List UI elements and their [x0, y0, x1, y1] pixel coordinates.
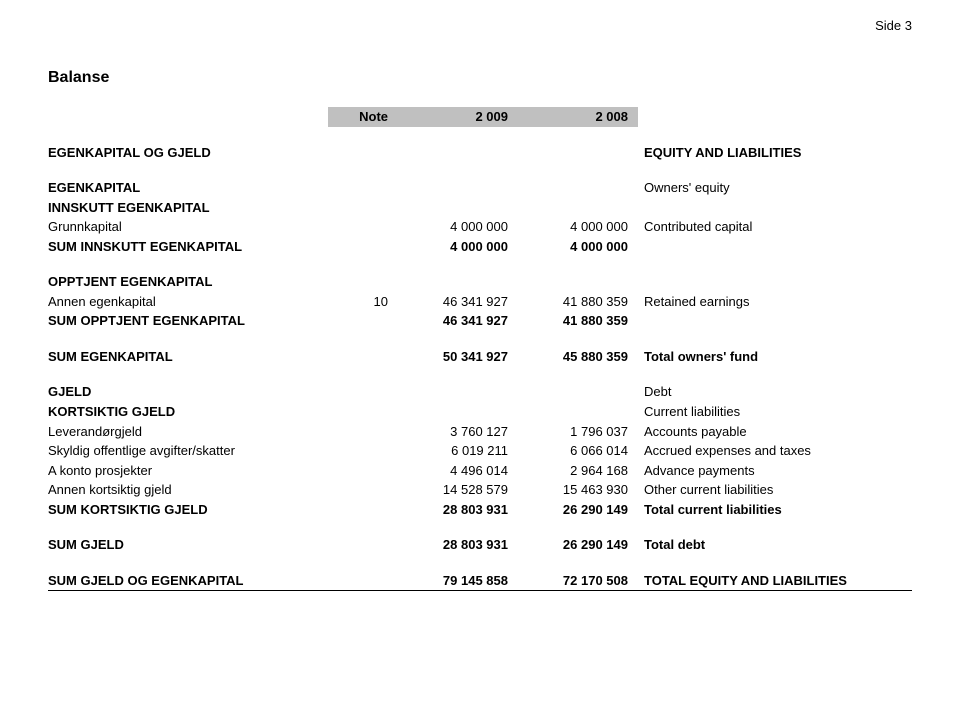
cell-label: KORTSIKTIG GJELD — [48, 402, 328, 422]
cell-label: INNSKUTT EGENKAPITAL — [48, 198, 328, 218]
row-opptjent-ek: OPPTJENT EGENKAPITAL — [48, 272, 912, 292]
row-innskutt-ek: INNSKUTT EGENKAPITAL — [48, 198, 912, 218]
row-sum-gjeld-ek: SUM GJELD OG EGENKAPITAL 79 145 858 72 1… — [48, 571, 912, 591]
cell-desc: Other current liabilities — [638, 480, 912, 500]
cell-note: 10 — [328, 292, 398, 312]
cell-y1: 6 019 211 — [398, 441, 518, 461]
cell-y2: 26 290 149 — [518, 500, 638, 520]
cell-y2: 26 290 149 — [518, 535, 638, 555]
row-sum-innskutt-ek: SUM INNSKUTT EGENKAPITAL 4 000 000 4 000… — [48, 237, 912, 257]
cell-label: SUM OPPTJENT EGENKAPITAL — [48, 311, 328, 331]
cell-y1: 79 145 858 — [398, 571, 518, 591]
cell-label: Grunnkapital — [48, 217, 328, 237]
row-skyldig: Skyldig offentlige avgifter/skatter 6 01… — [48, 441, 912, 461]
header-note: Note — [328, 107, 398, 127]
cell-y1: 4 000 000 — [398, 237, 518, 257]
row-ek-og-gjeld: EGENKAPITAL OG GJELD EQUITY AND LIABILIT… — [48, 143, 912, 163]
cell-desc: Owners' equity — [638, 178, 912, 198]
header-year-2: 2 008 — [518, 107, 638, 127]
row-ek: EGENKAPITAL Owners' equity — [48, 178, 912, 198]
row-akonto: A konto prosjekter 4 496 014 2 964 168 A… — [48, 461, 912, 481]
cell-y2: 1 796 037 — [518, 422, 638, 442]
cell-desc: Accrued expenses and taxes — [638, 441, 912, 461]
row-kortsiktig-gjeld: KORTSIKTIG GJELD Current liabilities — [48, 402, 912, 422]
cell-label: SUM KORTSIKTIG GJELD — [48, 500, 328, 520]
cell-desc: EQUITY AND LIABILITIES — [638, 143, 912, 163]
cell-y1: 14 528 579 — [398, 480, 518, 500]
cell-desc: Advance payments — [638, 461, 912, 481]
cell-y2: 4 000 000 — [518, 217, 638, 237]
row-leverandorgjeld: Leverandørgjeld 3 760 127 1 796 037 Acco… — [48, 422, 912, 442]
cell-y1: 3 760 127 — [398, 422, 518, 442]
cell-label: SUM INNSKUTT EGENKAPITAL — [48, 237, 328, 257]
cell-desc: Total current liabilities — [638, 500, 912, 520]
cell-y2: 41 880 359 — [518, 292, 638, 312]
cell-label: GJELD — [48, 382, 328, 402]
cell-y2: 45 880 359 — [518, 347, 638, 367]
cell-desc: Current liabilities — [638, 402, 912, 422]
cell-desc: Retained earnings — [638, 292, 912, 312]
cell-y1: 46 341 927 — [398, 292, 518, 312]
cell-desc: Total owners' fund — [638, 347, 912, 367]
row-sum-opptjent-ek: SUM OPPTJENT EGENKAPITAL 46 341 927 41 8… — [48, 311, 912, 331]
cell-y2: 4 000 000 — [518, 237, 638, 257]
header-year-1: 2 009 — [398, 107, 518, 127]
cell-label: SUM EGENKAPITAL — [48, 347, 328, 367]
cell-label: Annen egenkapital — [48, 292, 328, 312]
cell-label: SUM GJELD OG EGENKAPITAL — [48, 571, 328, 591]
cell-label: Leverandørgjeld — [48, 422, 328, 442]
row-gjeld: GJELD Debt — [48, 382, 912, 402]
cell-y2: 2 964 168 — [518, 461, 638, 481]
row-sum-ek: SUM EGENKAPITAL 50 341 927 45 880 359 To… — [48, 347, 912, 367]
cell-y2: 15 463 930 — [518, 480, 638, 500]
row-annen-ek: Annen egenkapital 10 46 341 927 41 880 3… — [48, 292, 912, 312]
row-sum-gjeld: SUM GJELD 28 803 931 26 290 149 Total de… — [48, 535, 912, 555]
cell-label: A konto prosjekter — [48, 461, 328, 481]
cell-label: SUM GJELD — [48, 535, 328, 555]
page: Side 3 Balanse Note 2 009 2 008 EGENKAPI… — [0, 0, 960, 591]
cell-y1: 4 496 014 — [398, 461, 518, 481]
cell-y1: 50 341 927 — [398, 347, 518, 367]
balance-table: Note 2 009 2 008 EGENKAPITAL OG GJELD EQ… — [48, 107, 912, 591]
cell-y2: 6 066 014 — [518, 441, 638, 461]
cell-desc: Debt — [638, 382, 912, 402]
cell-label: EGENKAPITAL OG GJELD — [48, 143, 328, 163]
row-annen-kortsiktig: Annen kortsiktig gjeld 14 528 579 15 463… — [48, 480, 912, 500]
cell-label: OPPTJENT EGENKAPITAL — [48, 272, 328, 292]
cell-y1: 28 803 931 — [398, 500, 518, 520]
cell-y1: 46 341 927 — [398, 311, 518, 331]
page-title: Balanse — [48, 69, 912, 87]
cell-y1: 28 803 931 — [398, 535, 518, 555]
cell-desc: Accounts payable — [638, 422, 912, 442]
cell-label: Skyldig offentlige avgifter/skatter — [48, 441, 328, 461]
cell-y2: 41 880 359 — [518, 311, 638, 331]
cell-label: EGENKAPITAL — [48, 178, 328, 198]
cell-y2: 72 170 508 — [518, 571, 638, 591]
cell-y1: 4 000 000 — [398, 217, 518, 237]
row-grunnkapital: Grunnkapital 4 000 000 4 000 000 Contrib… — [48, 217, 912, 237]
cell-desc: TOTAL EQUITY AND LIABILITIES — [638, 571, 912, 591]
row-sum-kortsiktig: SUM KORTSIKTIG GJELD 28 803 931 26 290 1… — [48, 500, 912, 520]
cell-desc: Total debt — [638, 535, 912, 555]
cell-desc: Contributed capital — [638, 217, 912, 237]
table-header-row: Note 2 009 2 008 — [48, 107, 912, 127]
page-indicator: Side 3 — [48, 18, 912, 33]
cell-label: Annen kortsiktig gjeld — [48, 480, 328, 500]
